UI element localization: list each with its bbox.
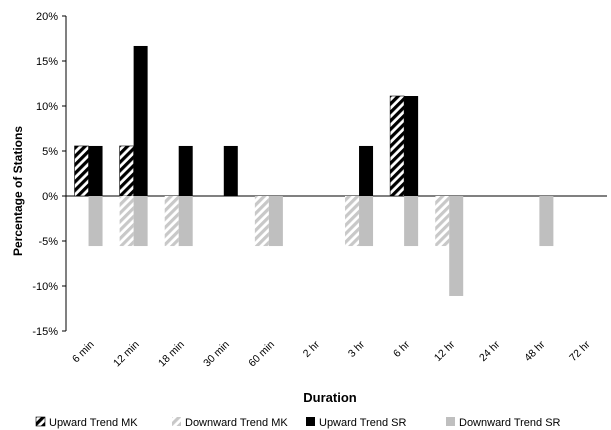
bar-downward-trend-sr (449, 196, 464, 296)
bar-downward-trend-sr (133, 196, 148, 247)
x-tick-label: 12 hr (432, 338, 458, 364)
bar-downward-trend-mk (164, 196, 179, 247)
bar-upward-trend-sr (223, 145, 238, 196)
x-tick-label: 60 min (246, 339, 277, 370)
legend-swatch (306, 417, 315, 426)
bar-downward-trend-mk (345, 196, 360, 247)
bar-upward-trend-sr (359, 145, 374, 196)
y-tick-label: 20% (36, 11, 58, 23)
x-tick-label: 12 min (111, 339, 142, 370)
bar-downward-trend-sr (404, 196, 419, 247)
x-tick-label: 3 hr (346, 338, 368, 360)
y-tick-label: 5% (42, 146, 58, 158)
bar-upward-trend-sr (133, 45, 148, 196)
x-tick-label: 48 hr (522, 338, 548, 364)
y-tick-label: 15% (36, 56, 58, 68)
bar-downward-trend-sr (88, 196, 103, 247)
bar-downward-trend-mk (435, 196, 450, 247)
legend: Upward Trend MK Downward Trend MK Upward T… (35, 416, 561, 429)
axis-titles: Percentage of Stations Duration (11, 126, 357, 405)
x-tick-label: 30 min (201, 339, 232, 370)
x-tick-label: 18 min (156, 339, 187, 370)
legend-swatch (35, 416, 46, 427)
bars (74, 45, 554, 296)
x-tick-label: 72 hr (567, 338, 593, 364)
x-tick-label: 24 hr (477, 338, 503, 364)
y-tick-label: -15% (32, 326, 58, 338)
legend-label: Downward Trend MK (185, 417, 288, 429)
x-axis-title: Duration (303, 390, 357, 405)
y-tick-label: 10% (36, 101, 58, 113)
y-tick-label: 0% (42, 191, 58, 203)
legend-swatch (172, 417, 181, 426)
bar-downward-trend-sr (178, 196, 193, 247)
y-tick-label: -10% (32, 281, 58, 293)
y-axis: -15% -10% -5% 0% 5% 10% 15% 20% (32, 11, 67, 338)
x-tick-label: 6 min (70, 339, 97, 366)
bar-downward-trend-sr (539, 196, 554, 247)
bar-downward-trend-sr (268, 196, 283, 247)
legend-label: Downward Trend SR (459, 417, 561, 429)
legend-label: Upward Trend SR (319, 417, 406, 429)
bar-downward-trend-sr (359, 196, 374, 247)
bar-upward-trend-sr (404, 96, 419, 196)
y-axis-title: Percentage of Stations (11, 126, 25, 256)
bar-upward-trend-sr (88, 145, 103, 196)
bar-downward-trend-mk (119, 196, 134, 247)
bar-upward-trend-mk (119, 145, 134, 197)
legend-label: Upward Trend MK (49, 417, 138, 429)
bar-upward-trend-sr (178, 145, 193, 196)
bar-upward-trend-mk (389, 95, 405, 197)
bar-upward-trend-mk (74, 145, 89, 197)
bar-downward-trend-mk (254, 196, 269, 247)
x-tick-label: 2 hr (301, 338, 323, 360)
legend-swatch (446, 417, 455, 426)
y-tick-label: -5% (38, 236, 58, 248)
x-tick-label: 6 hr (391, 338, 413, 360)
